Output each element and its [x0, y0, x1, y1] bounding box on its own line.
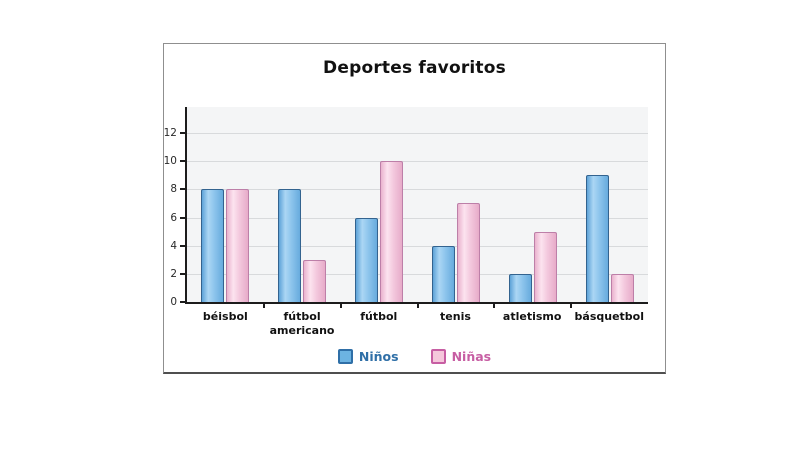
y-axis-tick — [180, 188, 187, 191]
legend: Niños Niñas — [164, 349, 665, 364]
legend-label: Niñas — [451, 349, 492, 364]
x-axis-labels: béisbol fútbol americano fútbol tenis atleti… — [187, 310, 648, 338]
gridline — [187, 273, 648, 275]
bar-ninas-tenis — [456, 203, 480, 302]
gridline — [187, 217, 648, 219]
gridline — [187, 133, 648, 135]
x-axis-label: atletismo — [502, 310, 562, 323]
legend-swatch-ninas — [430, 349, 446, 364]
gridline — [187, 161, 648, 163]
bar-ninos-atletismo — [508, 273, 532, 302]
chart-panel: Deportes favoritos 0 2 4 6 8 10 12 béisbol fútb… — [163, 43, 666, 374]
bar-ninos-tenis — [431, 245, 455, 302]
x-axis-label: tenis — [440, 310, 471, 323]
y-axis-tick-label: 2 — [170, 267, 177, 280]
bar-ninas-futbol-americano — [303, 259, 327, 302]
x-axis-tick — [339, 304, 342, 308]
bar-ninos-beisbol — [201, 189, 225, 302]
chart-title: Deportes favoritos — [323, 58, 506, 78]
y-axis-tick — [180, 216, 187, 219]
y-axis-tick — [180, 272, 187, 275]
x-axis-tick — [570, 304, 573, 308]
y-axis-tick — [180, 244, 187, 247]
bar-ninas-beisbol — [226, 189, 250, 302]
y-axis-tick-label: 6 — [170, 211, 177, 224]
y-axis-tick-label: 0 — [170, 296, 177, 308]
y-axis-tick-label: 12 — [163, 127, 177, 140]
bar-ninos-futbol — [355, 217, 379, 302]
bar-ninos-futbol-americano — [278, 189, 302, 302]
gridline — [187, 245, 648, 247]
y-axis-tick — [180, 160, 187, 163]
x-axis-label: béisbol — [202, 310, 248, 323]
x-axis-tick — [416, 304, 419, 308]
legend-item-ninas: Niñas — [430, 349, 492, 364]
x-axis-tick — [262, 304, 265, 308]
x-axis-label: básquetbol — [574, 310, 644, 323]
x-axis-label: fútbol — [360, 310, 398, 323]
x-axis-label: fútbol americano — [269, 310, 335, 337]
x-axis-tick — [493, 304, 496, 308]
y-axis-tick — [180, 301, 187, 303]
legend-label: Niños — [358, 349, 399, 364]
y-axis-tick-label: 4 — [170, 239, 177, 252]
y-axis-tick-label: 8 — [170, 183, 177, 196]
y-axis-tick-label: 10 — [163, 155, 177, 168]
legend-item-ninos: Niños — [337, 349, 399, 364]
y-axis-tick — [180, 132, 187, 135]
plot-area: 0 2 4 6 8 10 12 — [164, 107, 648, 308]
bar-ninas-futbol — [380, 161, 404, 302]
gridline — [187, 189, 648, 191]
bar-ninos-basquetbol — [585, 175, 609, 302]
bar-ninas-atletismo — [533, 231, 557, 302]
bar-ninas-basquetbol — [610, 273, 634, 302]
legend-swatch-ninos — [337, 349, 353, 364]
